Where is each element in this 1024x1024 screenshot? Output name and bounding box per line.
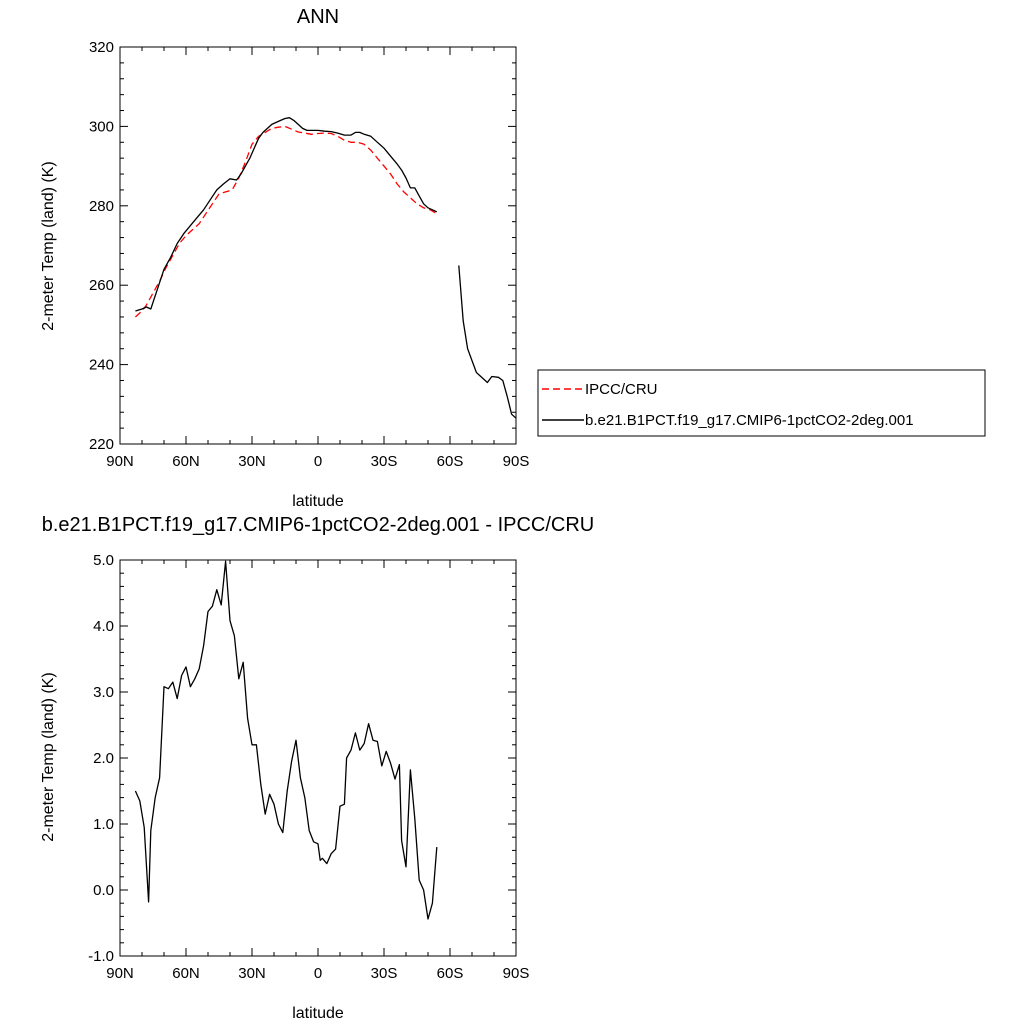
top-y-tick-label: 280 (89, 198, 114, 215)
top-y-tick-label: 300 (89, 118, 114, 135)
bottom-y-tick-label: 1.0 (93, 816, 114, 833)
bottom-chart-axes: 90N 60N 30N 0 30S 60S 90S -1.0 0.0 1.0 2.0 3.0 4.0 5.… (88, 552, 529, 982)
bottom-y-tick-label: 2.0 (93, 750, 114, 767)
bottom-x-tick-label: 60S (437, 965, 464, 982)
top-x-tick-label: 0 (314, 453, 322, 470)
bottom-x-tick-label: 90N (106, 965, 134, 982)
top-x-tick-label: 90N (106, 453, 134, 470)
bottom-chart-x-axis-label: latitude (292, 1005, 344, 1022)
top-series-1-line-segment-0 (135, 117, 438, 312)
top-y-tick-label: 220 (89, 436, 114, 453)
top-x-tick-label: 30N (238, 453, 266, 470)
bottom-x-tick-label: 30N (238, 965, 266, 982)
legend-label-ipcc-cru: IPCC/CRU (585, 381, 658, 398)
bottom-chart-panel: b.e21.B1PCT.f19_g17.CMIP6-1pctCO2-2deg.0… (40, 514, 594, 1022)
top-chart-x-axis-label: latitude (292, 493, 344, 510)
top-x-tick-label: 60S (437, 453, 464, 470)
bottom-x-tick-label: 30S (371, 965, 398, 982)
top-y-tick-label: 320 (89, 39, 114, 56)
bottom-x-tick-label: 90S (503, 965, 530, 982)
legend: IPCC/CRU b.e21.B1PCT.f19_g17.CMIP6-1pctC… (537, 369, 986, 437)
top-chart-series-group (134, 117, 517, 419)
bottom-chart-plot-frame (119, 559, 517, 957)
bottom-chart-y-axis-label: 2-meter Temp (land) (K) (40, 672, 57, 842)
top-series-1-line-segment-1 (458, 265, 517, 419)
bottom-y-tick-label: 3.0 (93, 684, 114, 701)
bottom-y-tick-label: 0.0 (93, 882, 114, 899)
bottom-series-0-line (134, 560, 438, 920)
bottom-x-tick-label: 0 (314, 965, 322, 982)
bottom-y-tick-label: 5.0 (93, 552, 114, 569)
top-chart-y-axis-label: 2-meter Temp (land) (K) (40, 161, 57, 331)
top-x-tick-label: 30S (371, 453, 398, 470)
bottom-x-tick-label: 60N (172, 965, 200, 982)
top-chart-axes: 90N 60N 30N 0 30S 60S 90S 220 240 260 280 300 320 (89, 39, 529, 470)
bottom-y-tick-label: -1.0 (88, 948, 114, 965)
top-x-tick-label: 90S (503, 453, 530, 470)
top-chart-panel: ANN 2-meter Temp (land) (K) latitude 90N… (40, 6, 529, 510)
top-chart-plot-frame (119, 46, 517, 445)
bottom-y-tick-label: 4.0 (93, 618, 114, 635)
legend-box (537, 369, 986, 437)
top-y-tick-label: 240 (89, 357, 114, 374)
top-y-tick-label: 260 (89, 277, 114, 294)
top-chart-title: ANN (297, 6, 339, 28)
top-x-tick-label: 60N (172, 453, 200, 470)
top-series-0-line (134, 125, 438, 318)
legend-label-model: b.e21.B1PCT.f19_g17.CMIP6-1pctCO2-2deg.0… (585, 412, 914, 429)
bottom-chart-series-group (134, 560, 438, 920)
bottom-chart-title: b.e21.B1PCT.f19_g17.CMIP6-1pctCO2-2deg.0… (42, 514, 595, 536)
